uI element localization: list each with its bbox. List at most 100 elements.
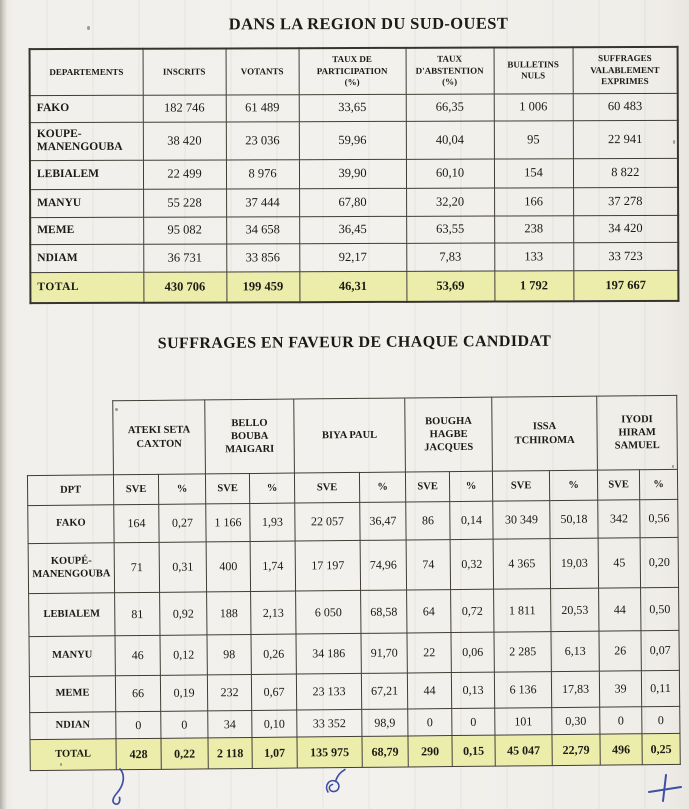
value-cell: 34: [207, 710, 252, 738]
column-subheader: %: [249, 473, 295, 504]
value-cell: 238: [494, 215, 574, 243]
value-cell: 17,83: [551, 671, 600, 708]
table-row: MEME 95 082 34 658 36,45 63,55 238 34 420: [30, 214, 679, 245]
value-cell: 1 792: [494, 270, 574, 302]
value-cell: 33 723: [573, 241, 679, 271]
table-row: LEBIALEM 22 499 8 976 39,90 60,10 154 8 822: [29, 157, 679, 190]
value-cell: 95 082: [143, 216, 227, 244]
value-cell: 496: [599, 733, 643, 766]
table-row: NDIAM 36 731 33 856 92,17 7,83 133 33 723: [30, 241, 679, 273]
value-cell: 101: [494, 707, 552, 736]
column-subheader: %: [158, 473, 206, 505]
value-cell: 22 941: [572, 119, 678, 159]
value-cell: 44: [598, 587, 642, 632]
value-cell: 60,10: [405, 158, 495, 188]
value-cell: 45 047: [494, 734, 553, 767]
value-cell: 38 420: [142, 121, 226, 160]
department-cell: FAKO: [29, 94, 143, 123]
value-cell: 0,15: [451, 735, 496, 767]
candidate-name-header: ISSA TCHIROMA: [491, 396, 598, 472]
department-cell: KOUPÉ- MANENGOUBA: [28, 542, 115, 594]
value-cell: 55 228: [143, 188, 227, 217]
page-title-candidates: SUFFRAGES EN FAVEUR DE CHAQUE CANDIDAT: [157, 332, 552, 353]
candidate-results-table: ATEKI SETA CAXTON BELLO BOUBA MAIGARI BIYA…: [26, 395, 681, 771]
value-cell: 59,96: [298, 120, 406, 160]
value-cell: 0,19: [160, 674, 208, 712]
value-cell: 63,55: [406, 215, 495, 243]
department-cell: FAKO: [27, 504, 115, 544]
value-cell: 1 811: [493, 588, 552, 633]
total-row: TOTAL 428 0,22 2 118 1,07 135 975 68,79 290 0,15…: [29, 733, 681, 771]
column-subheader: SVE: [205, 473, 250, 504]
value-cell: 135 975: [296, 736, 363, 769]
total-row: TOTAL 430 706 199 459 46,31 53,69 1 792 197 66…: [30, 269, 679, 304]
value-cell: 92,17: [299, 242, 407, 272]
value-cell: 53,69: [406, 270, 495, 302]
scan-speck: [60, 763, 62, 766]
department-cell: TOTAL: [30, 271, 144, 304]
value-cell: 182 746: [142, 94, 226, 122]
handwritten-loop-mark: [112, 768, 125, 806]
value-cell: 0,10: [251, 710, 297, 738]
department-cell: LEBIALEM: [28, 592, 115, 637]
value-cell: 46: [114, 635, 161, 676]
table-row: FAKO 164 0,27 1 166 1,93 22 057 36,47 86 0,14 30 …: [27, 499, 679, 544]
value-cell: 81: [114, 592, 160, 636]
department-cell: MANYU: [28, 635, 116, 677]
value-cell: 98: [206, 634, 252, 675]
value-cell: 0,30: [551, 707, 600, 735]
value-cell: 1 166: [205, 503, 251, 542]
value-cell: 46,31: [299, 270, 407, 303]
column-header: SUFFRAGES VALABLEMENT EXPRIMES: [572, 46, 678, 94]
value-cell: 33,65: [298, 93, 406, 122]
value-cell: 166: [494, 187, 574, 216]
handwritten-cross-mark: [648, 774, 682, 802]
value-cell: 45: [598, 537, 641, 589]
column-subheader: %: [549, 470, 598, 501]
value-cell: 66: [115, 675, 161, 712]
value-cell: 4 365: [493, 538, 551, 590]
value-cell: 0,06: [450, 632, 495, 673]
value-cell: 36 731: [143, 243, 227, 272]
table-row: LEBIALEM 81 0,92 188 2,13 6 050 68,58 64 0,72 1 8…: [28, 587, 680, 637]
value-cell: 33 352: [296, 709, 362, 738]
value-cell: 19,03: [550, 538, 599, 589]
column-subheader: DPT: [27, 474, 114, 506]
scan-speck: [87, 26, 90, 30]
value-cell: 0,25: [641, 733, 681, 765]
value-cell: 0,72: [450, 589, 495, 633]
value-cell: 7,83: [406, 242, 495, 271]
value-cell: 0,22: [160, 737, 209, 770]
handwritten-scribble-mark: [325, 768, 346, 793]
value-cell: 0: [599, 706, 642, 735]
value-cell: 8 822: [572, 157, 679, 188]
column-subheader: SVE: [492, 470, 550, 502]
column-subheader: SVE: [294, 472, 360, 504]
table-row: MANYU 55 228 37 444 67,80 32,20 166 37 278: [30, 186, 679, 218]
department-cell: NDIAN: [29, 711, 116, 740]
value-cell: 50,18: [549, 500, 599, 539]
candidate-name-header: BELLO BOUBA MAIGARI: [204, 399, 295, 474]
department-cell: NDIAM: [30, 243, 144, 273]
column-header: INSCRITS: [142, 48, 226, 95]
department-cell: MANYU: [30, 188, 144, 218]
value-cell: 60 483: [572, 92, 678, 121]
value-cell: 22,79: [551, 734, 601, 766]
value-cell: 0,27: [158, 503, 207, 543]
value-cell: 95: [493, 120, 573, 159]
region-results-table: DEPARTEMENTS INSCRITS VOTANTS TAUX DE PARTI…: [28, 45, 680, 305]
value-cell: 0: [641, 706, 680, 734]
value-cell: 199 459: [226, 271, 300, 303]
region-table-body: FAKO 182 746 61 489 33,65 66,35 1 006 60 483 KO…: [29, 92, 679, 304]
value-cell: 68,58: [360, 589, 407, 634]
value-cell: 0,92: [159, 591, 207, 636]
column-subheader: SVE: [597, 469, 640, 501]
value-cell: 26: [599, 630, 642, 672]
value-cell: 86: [405, 501, 451, 540]
value-cell: 1,07: [251, 737, 298, 769]
value-cell: 34 658: [226, 216, 300, 244]
value-cell: 1,93: [249, 503, 296, 542]
table-row: KOUPÉ- MANENGOUBA 71 0,31 400 1,74 17 197 74,9…: [28, 537, 679, 594]
value-cell: 32,20: [406, 187, 495, 216]
value-cell: 0,26: [250, 634, 297, 675]
